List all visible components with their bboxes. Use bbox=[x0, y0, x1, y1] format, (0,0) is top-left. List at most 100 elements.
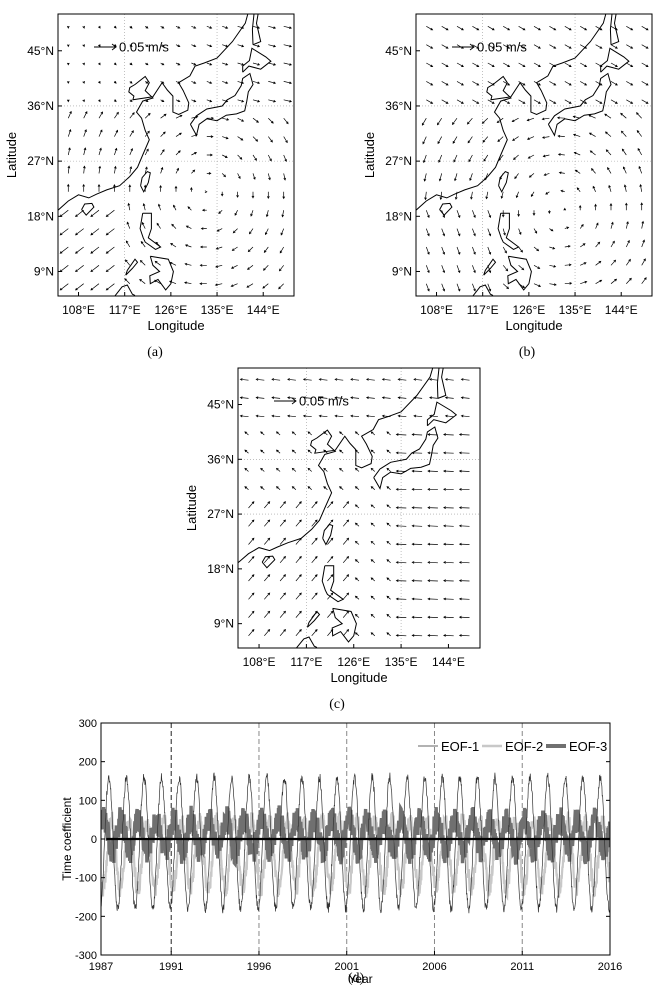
velocity-arrow bbox=[342, 519, 350, 527]
y-tick-label: 0 bbox=[91, 834, 97, 846]
velocity-arrow bbox=[608, 184, 612, 192]
velocity-arrow bbox=[395, 524, 407, 528]
velocity-arrow bbox=[236, 191, 239, 198]
velocity-arrow bbox=[641, 258, 646, 266]
velocity-arrow bbox=[426, 81, 434, 86]
velocity-arrow bbox=[239, 414, 249, 418]
velocity-arrow bbox=[248, 228, 254, 235]
velocity-arrow bbox=[220, 191, 224, 197]
velocity-arrow bbox=[67, 165, 71, 174]
velocity-arrow bbox=[255, 414, 265, 418]
velocity-arrow bbox=[222, 99, 229, 103]
velocity-arrow bbox=[499, 173, 504, 181]
velocity-arrow bbox=[595, 81, 603, 86]
velocity-arrow bbox=[589, 150, 596, 156]
velocity-arrow bbox=[429, 414, 438, 418]
velocity-arrow bbox=[427, 524, 438, 528]
velocity-arrow bbox=[591, 168, 596, 174]
velocity-arrow bbox=[222, 25, 229, 29]
velocity-arrow bbox=[595, 241, 601, 248]
velocity-arrow bbox=[472, 44, 480, 49]
map-frame bbox=[415, 13, 653, 297]
velocity-arrow bbox=[237, 25, 245, 29]
velocity-arrow bbox=[175, 150, 181, 156]
velocity-arrow bbox=[595, 222, 599, 229]
velocity-arrow bbox=[610, 25, 618, 31]
velocity-arrow bbox=[526, 117, 535, 122]
velocity-arrow bbox=[549, 25, 557, 31]
velocity-arrow bbox=[206, 25, 213, 29]
velocity-arrow bbox=[283, 154, 287, 162]
velocity-arrow bbox=[311, 555, 318, 564]
velocity-arrow bbox=[206, 62, 213, 66]
velocity-arrow bbox=[624, 202, 628, 211]
velocity-arrow bbox=[282, 191, 286, 200]
velocity-arrow bbox=[98, 62, 101, 66]
velocity-arrow bbox=[501, 210, 505, 218]
velocity-arrow bbox=[518, 25, 526, 31]
velocity-arrow bbox=[215, 246, 223, 250]
y-tick-label: 9°N bbox=[34, 264, 54, 278]
velocity-arrow bbox=[295, 555, 302, 564]
velocity-arrow bbox=[204, 190, 208, 194]
velocity-arrow bbox=[472, 81, 480, 86]
velocity-arrow bbox=[295, 537, 302, 545]
velocity-arrow bbox=[564, 62, 572, 67]
velocity-arrow bbox=[339, 486, 344, 490]
velocity-arrow bbox=[411, 561, 423, 564]
velocity-arrow bbox=[370, 504, 376, 509]
velocity-arrow bbox=[456, 62, 464, 67]
velocity-arrow bbox=[386, 559, 391, 564]
velocity-arrow bbox=[302, 396, 312, 400]
reference-arrow-label: 0.05 m/s bbox=[299, 394, 349, 409]
velocity-arrow bbox=[66, 25, 70, 29]
velocity-arrow bbox=[157, 203, 161, 211]
velocity-arrow bbox=[549, 228, 554, 232]
velocity-arrow bbox=[467, 136, 473, 144]
velocity-arrow bbox=[67, 147, 71, 156]
velocity-arrow bbox=[83, 147, 87, 156]
velocity-arrow bbox=[441, 44, 449, 49]
velocity-arrow bbox=[237, 136, 244, 141]
velocity-arrow bbox=[268, 25, 277, 29]
velocity-arrow bbox=[327, 574, 334, 582]
velocity-arrow bbox=[105, 209, 115, 217]
velocity-arrow bbox=[125, 240, 131, 248]
velocity-arrow bbox=[214, 283, 223, 287]
y-tick-label: 18°N bbox=[27, 209, 54, 223]
velocity-arrow bbox=[610, 240, 615, 248]
velocity-arrow bbox=[441, 265, 446, 274]
coastline bbox=[416, 14, 607, 211]
velocity-arrow bbox=[543, 173, 550, 176]
y-tick-label: -300 bbox=[75, 950, 97, 962]
velocity-arrow bbox=[264, 574, 271, 582]
y-tick-label: 45°N bbox=[207, 398, 234, 412]
velocity-arrow bbox=[98, 147, 102, 156]
velocity-arrow bbox=[549, 99, 557, 104]
velocity-arrow bbox=[487, 228, 492, 237]
velocity-arrow bbox=[295, 574, 302, 582]
velocity-arrow bbox=[170, 242, 177, 248]
velocity-arrow bbox=[411, 433, 423, 436]
x-tick-label: 135°E bbox=[201, 303, 234, 317]
velocity-arrow bbox=[139, 278, 146, 284]
velocity-arrow bbox=[342, 628, 350, 637]
velocity-arrow bbox=[502, 283, 510, 290]
legend-label-eof-3: EOF-3 bbox=[569, 739, 607, 754]
velocity-arrow bbox=[443, 542, 454, 546]
velocity-arrow bbox=[260, 467, 265, 472]
velocity-arrow bbox=[397, 396, 407, 400]
velocity-arrow bbox=[458, 597, 470, 601]
velocity-arrow bbox=[113, 62, 117, 66]
velocity-arrow bbox=[485, 191, 489, 200]
velocity-arrow bbox=[75, 228, 84, 236]
velocity-arrow bbox=[365, 396, 375, 400]
y-tick-label: 36°N bbox=[27, 99, 54, 113]
y-tick-label: 27°N bbox=[207, 507, 234, 521]
velocity-arrow bbox=[334, 414, 344, 418]
velocity-arrow bbox=[83, 165, 86, 174]
velocity-arrow bbox=[75, 283, 84, 291]
velocity-arrow bbox=[458, 506, 470, 510]
velocity-arrow bbox=[334, 378, 344, 381]
velocity-arrow bbox=[443, 597, 454, 601]
